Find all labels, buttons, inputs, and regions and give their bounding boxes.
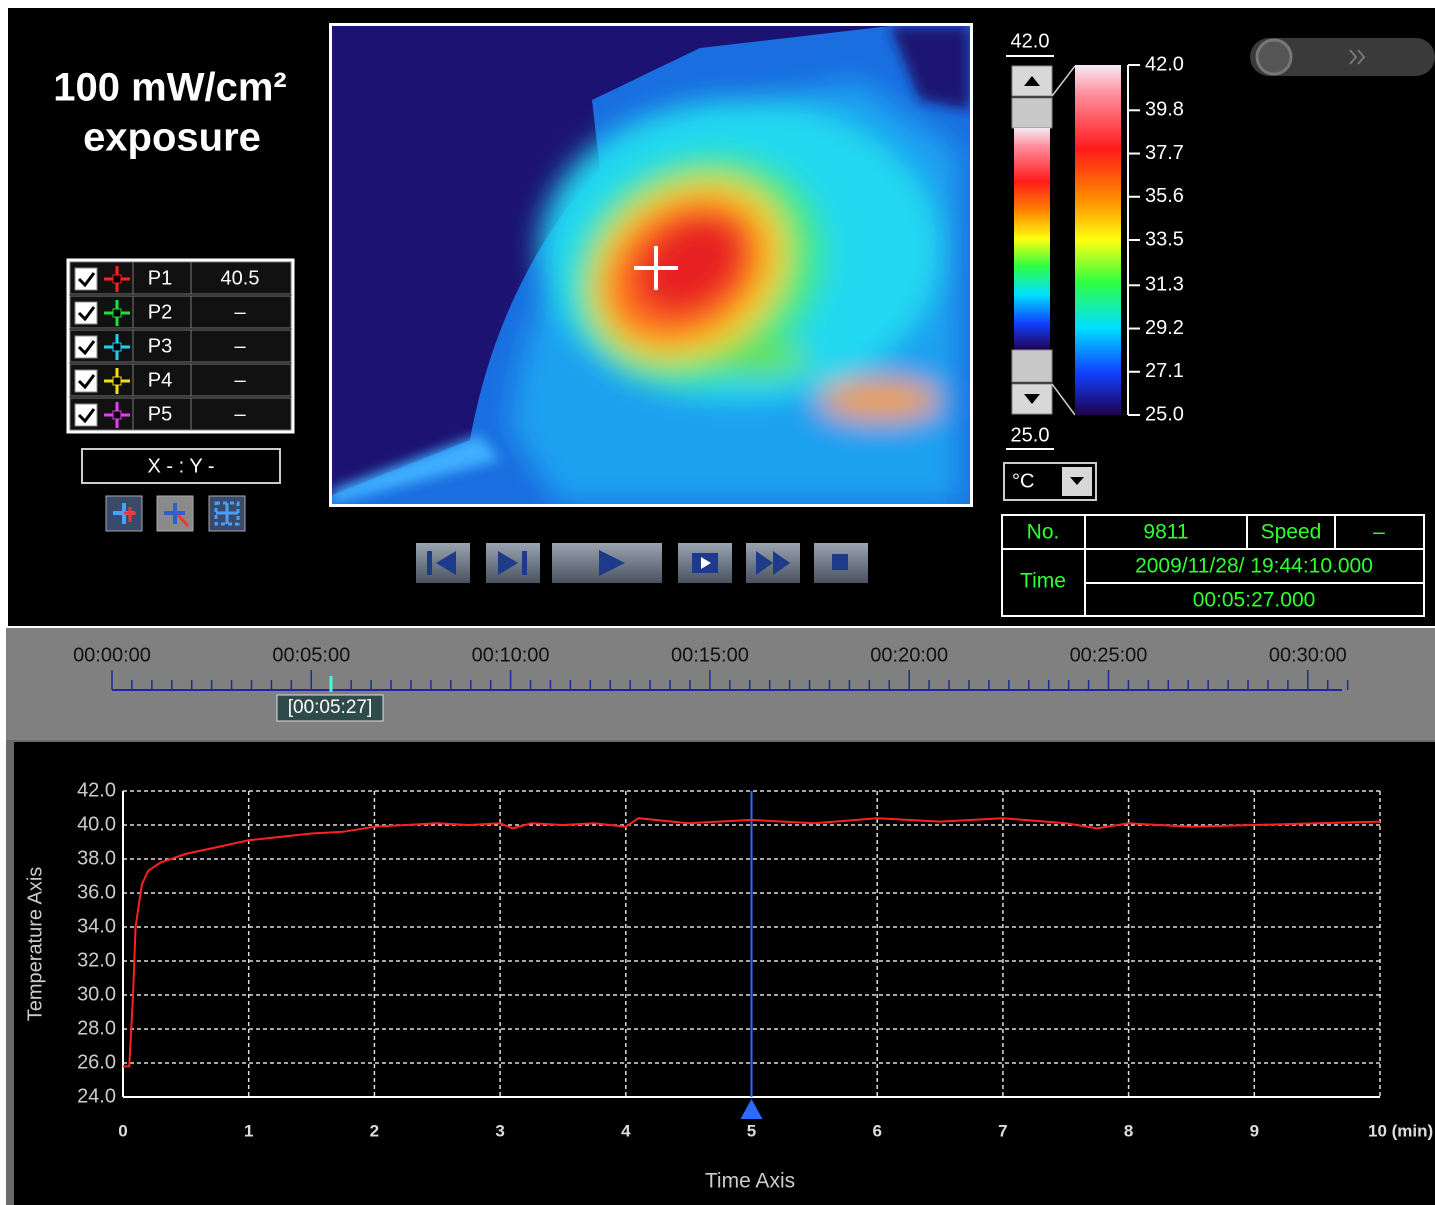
point-name: P2	[148, 301, 172, 323]
overlay-subtitle: exposure	[83, 116, 261, 160]
point-marker-center	[113, 309, 121, 317]
y-tick-label: 38.0	[77, 847, 116, 869]
x-tick-label: 6	[872, 1121, 881, 1140]
point-value: –	[234, 403, 246, 425]
x-tick-label: 0	[118, 1121, 127, 1140]
tool-buttons	[106, 496, 245, 531]
x-tick-label: 2	[370, 1121, 379, 1140]
point-marker-center	[113, 377, 121, 385]
y-axis-title: Temperature Axis	[24, 867, 46, 1022]
color-bar-tick-label: 37.7	[1145, 142, 1184, 164]
stop-button[interactable]	[814, 543, 868, 583]
speed-label: Speed	[1261, 521, 1322, 544]
frame-button[interactable]	[678, 543, 732, 583]
timeline-label: 00:20:00	[870, 644, 948, 666]
range-slider	[1012, 66, 1052, 414]
area-tool[interactable]	[209, 496, 245, 531]
point-marker-center	[113, 275, 121, 283]
time-label: Time	[1020, 570, 1066, 593]
color-bar-tick-label: 42.0	[1145, 53, 1184, 75]
point-marker-center	[113, 411, 121, 419]
datetime: 2009/11/28/ 19:44:10.000	[1135, 555, 1373, 578]
window-toggle[interactable]	[1250, 38, 1435, 76]
y-tick-label: 42.0	[77, 779, 116, 801]
play-button[interactable]	[552, 543, 662, 583]
slider-gradient	[1014, 128, 1050, 350]
y-tick-label: 32.0	[77, 949, 116, 971]
frame-number: 9811	[1143, 521, 1188, 544]
point-checkbox[interactable]	[75, 302, 97, 324]
x-tick-label: 4	[621, 1121, 631, 1140]
point-row	[70, 364, 291, 396]
color-bar-tick-label: 35.6	[1145, 185, 1184, 207]
point-value: –	[234, 335, 246, 357]
x-tick-label: 10 (min)	[1368, 1121, 1433, 1140]
first-frame-button[interactable]	[416, 543, 470, 583]
y-tick-label: 30.0	[77, 983, 116, 1005]
x-tick-label: 8	[1124, 1121, 1133, 1140]
timeline-label: 00:05:00	[272, 644, 350, 666]
coordinate-readout: X - : Y -	[147, 455, 214, 477]
x-tick-label: 9	[1250, 1121, 1259, 1140]
overlay-title: 100 mW/cm²	[53, 66, 286, 110]
point-row	[70, 398, 291, 430]
step-button[interactable]	[486, 543, 540, 583]
move-point-tool[interactable]	[157, 496, 193, 531]
unit-label: °C	[1012, 470, 1034, 492]
x-tick-label: 7	[998, 1121, 1007, 1140]
color-bar-tick-label: 29.2	[1145, 317, 1184, 339]
no-label: No.	[1027, 521, 1060, 544]
timeline-label: 00:30:00	[1269, 644, 1347, 666]
slider-handle-top[interactable]	[1012, 98, 1052, 128]
point-table: P1 40.5 P2 – P3 – P4 – P5 –	[68, 260, 293, 432]
color-bar-tick-label: 27.1	[1145, 360, 1184, 382]
x-tick-label: 1	[244, 1121, 253, 1140]
point-value: –	[234, 369, 246, 391]
point-checkbox[interactable]	[75, 370, 97, 392]
range-min-label: 25.0	[1011, 424, 1050, 446]
color-bar-tick-label: 31.3	[1145, 274, 1184, 296]
color-bar	[1075, 65, 1121, 415]
y-tick-label: 26.0	[77, 1051, 116, 1073]
y-tick-label: 24.0	[77, 1085, 116, 1107]
slider-handle-bottom[interactable]	[1012, 350, 1052, 382]
chart-panel	[14, 742, 1435, 1205]
point-marker-center	[113, 343, 121, 351]
x-tick-label: 5	[747, 1121, 756, 1140]
point-row	[70, 330, 291, 362]
color-bar-tick-label: 39.8	[1145, 99, 1184, 121]
x-tick-label: 3	[495, 1121, 504, 1140]
timeline-label: 00:25:00	[1070, 644, 1148, 666]
y-tick-label: 40.0	[77, 813, 116, 835]
color-bar-tick-label: 33.5	[1145, 228, 1184, 250]
timeline-marker-label: [00:05:27]	[288, 697, 373, 718]
speed-value: –	[1373, 521, 1385, 544]
point-value: –	[234, 301, 246, 323]
color-bar-tick-label: 25.0	[1145, 403, 1184, 425]
timeline-label: 00:00:00	[73, 644, 151, 666]
point-checkbox[interactable]	[75, 336, 97, 358]
y-tick-label: 36.0	[77, 881, 116, 903]
point-name: P1	[148, 267, 172, 289]
add-point-tool[interactable]	[106, 496, 142, 531]
point-name: P3	[148, 335, 172, 357]
point-name: P4	[148, 369, 172, 391]
timeline-label: 00:15:00	[671, 644, 749, 666]
page: 100 mW/cm² exposure X - : Y -	[0, 0, 1435, 1205]
point-checkbox[interactable]	[75, 404, 97, 426]
fast-forward-button[interactable]	[746, 543, 800, 583]
range-max-label: 42.0	[1011, 30, 1050, 52]
x-axis-title: Time Axis	[705, 1170, 795, 1193]
thermal-image	[332, 26, 970, 504]
timeline-label: 00:10:00	[472, 644, 550, 666]
point-checkbox[interactable]	[75, 268, 97, 290]
point-name: P5	[148, 403, 172, 425]
point-row	[70, 296, 291, 328]
point-value: 40.5	[221, 267, 260, 289]
y-tick-label: 28.0	[77, 1017, 116, 1039]
y-tick-label: 34.0	[77, 915, 116, 937]
elapsed-time: 00:05:27.000	[1193, 589, 1316, 612]
viewer: 100 mW/cm² exposure X - : Y -	[0, 0, 1435, 1205]
